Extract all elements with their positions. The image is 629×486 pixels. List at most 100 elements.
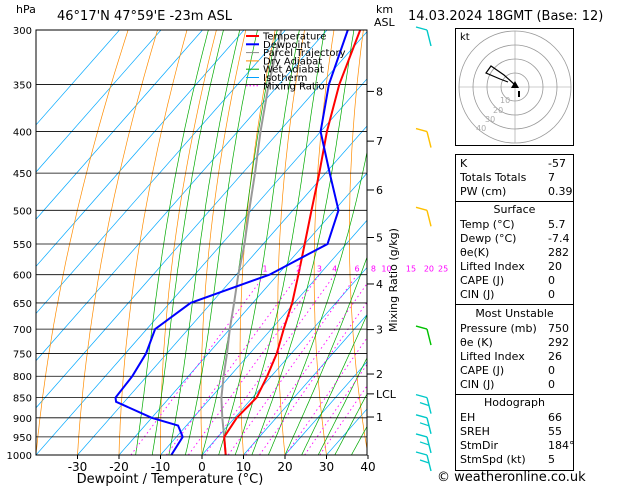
isotherm-line [243,314,367,455]
wet-adiabat-line [317,357,367,455]
mixing-ratio-axis-title: Mixing Ratio (g/kg) [387,228,400,332]
hodo-row-stmspd: StmSpd (kt) 5 [460,453,555,466]
height-tick-label: 8 [376,85,383,98]
dewpoint-profile [114,30,349,455]
mu-row-cin: CIN (J) 0 [460,378,555,391]
mixing-ratio-label: 25 [438,265,448,274]
height-km-axis: 8 7 6 5 4 3 2 LCL 1 [367,85,397,424]
mixing-ratio-label: 15 [406,265,416,274]
x-axis-title: Dewpoint / Temperature (°C) [77,472,264,486]
mixing-ratio-line [166,274,299,455]
divider [456,201,573,202]
surface-row-cape: CAPE (J) 0 [460,274,555,287]
hodograph: kt 10 20 30 40 [458,30,572,144]
isotherm-line [36,30,203,220]
parcel-trajectory [220,30,283,455]
copyright-footer: © weatheronline.co.uk [437,470,586,485]
temperature-tick-label: 40 [360,460,375,474]
wind-barb-icon [415,206,428,211]
hodograph-trace [485,65,516,88]
mixing-ratio-line [188,274,320,455]
datetime-title: 14.03.2024 18GMT (Base: 12) [408,9,603,24]
wind-barb-icon [426,328,432,346]
height-tick-label: 6 [376,184,383,197]
pressure-tick-label: 700 [13,325,32,336]
pressure-tick-label: 850 [13,394,32,405]
mixing-ratio-line [245,282,367,455]
mixing-ratio-label: 2 [296,265,301,274]
isotherm-line [36,30,328,362]
index-row-totals: Totals Totals 7 [460,171,555,184]
hodograph-ring-label-20: 20 [493,106,503,115]
sounding-profiles [114,30,362,455]
hodograph-ring-label-40: 40 [476,124,486,133]
isotherm-line [36,30,162,173]
surface-title: Surface [493,203,536,216]
divider [456,304,573,305]
hodograph-ring-label-10: 10 [500,96,510,105]
mixing-ratio-line [319,385,367,455]
wind-barb-icon [415,127,428,133]
wind-barb-icon [415,451,428,456]
dry-adiabat-line [598,18,629,472]
mixing-ratio-label: 6 [354,265,359,274]
pressure-tick-label: 600 [13,271,32,282]
mu-row-pressure: Pressure (mb) 750 [460,322,569,335]
mixing-ratio-line [285,337,367,455]
dry-adiabat-line [313,30,335,455]
hpa-unit-label: hPa [16,3,36,16]
mu-row-cape: CAPE (J) 0 [460,364,555,377]
height-tick-label: 7 [376,135,383,148]
surface-row-cin: CIN (J) 0 [460,288,555,301]
location-title: 46°17'N 47°59'E -23m ASL [57,9,233,24]
isotherm-line [36,30,120,126]
pressure-tick-label: 400 [13,128,32,139]
isotherm-line [36,30,286,315]
wet-adiabat-line [301,314,367,455]
dry-adiabat-line [160,30,217,455]
legend-entry: Wet Adiabat [263,65,324,76]
mixing-ratio-line [259,301,367,455]
isotherm-line [36,78,367,455]
hodograph-unit: kt [460,32,470,43]
pressure-tick-label: 950 [13,433,32,444]
dry-adiabat-line [277,30,305,455]
temperature-tick-label: 30 [319,460,334,474]
mixing-ratio-label: 10 [381,265,391,274]
dry-adiabat-line [239,30,276,455]
wind-barb-icon [426,29,432,47]
legend-entry: Temperature [262,32,326,43]
mixing-ratio-line [130,274,266,455]
height-tick-label: 5 [376,231,383,244]
legend-entry: Mixing Ratio [263,81,325,92]
mixing-ratio-label: 20 [424,265,434,274]
pressure-tick-label: 550 [13,240,32,251]
dry-adiabat-line [118,30,188,455]
pressure-tick-label: 350 [13,80,32,91]
isotherm-line [36,30,245,267]
height-tick-label: 2 [376,368,383,381]
isotherm-line [77,125,367,455]
height-tick-label: 1 [376,411,383,424]
pressure-tick-label: 450 [13,169,32,180]
pressure-tick-label: 800 [13,372,32,383]
mixing-ratio-labels: 1 2 3 4 6 8 10 15 20 25 [262,265,448,274]
wind-barb-icon [415,26,428,31]
mixing-ratio-line [204,274,336,455]
indices-panel: K -57 Totals Totals 7 PW (cm) 0.39 Surface … [455,154,575,471]
divider [456,394,573,395]
legend-entry: Parcel Trajectory [263,48,346,59]
surface-row-dewp: Dewp (°C) -7.4 [460,232,570,245]
pressure-tick-label: 900 [13,414,32,425]
hodo-row-stmdir: StmDir 184° [460,439,575,452]
dry-adiabat-line [77,30,158,455]
pressure-tick-label: 1000 [7,451,32,462]
most-unstable-title: Most Unstable [475,307,554,320]
wind-barbs [415,26,432,472]
storm-motion-marker [511,81,519,88]
wind-barb-icon [415,433,428,438]
mixing-ratio-label: 8 [371,265,376,274]
mixing-ratio-line [227,274,358,455]
mixing-ratio-label: 3 [317,265,322,274]
